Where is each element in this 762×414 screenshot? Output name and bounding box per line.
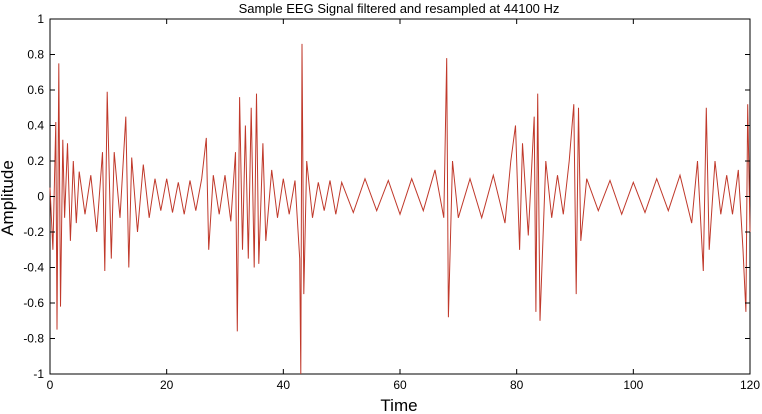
x-tick-label: 60 xyxy=(393,378,407,392)
x-tick-label: 100 xyxy=(623,378,643,392)
y-axis: -1 -0.8 -0.6 -0.4 -0.2 0 0.2 0.4 0.6 0.8 1 xyxy=(23,12,750,381)
x-tick-label: 20 xyxy=(160,378,174,392)
x-tick-label: 40 xyxy=(277,378,291,392)
y-tick-label: -0.8 xyxy=(23,332,44,346)
x-tick-label: 0 xyxy=(47,378,54,392)
y-tick-label: 0.4 xyxy=(27,119,44,133)
x-tick-label: 80 xyxy=(510,378,524,392)
y-tick-label: -0.6 xyxy=(23,296,44,310)
y-tick-label: 1 xyxy=(37,12,44,26)
y-tick-label: 0.2 xyxy=(27,154,44,168)
y-tick-label: 0.8 xyxy=(27,48,44,62)
y-tick-label: 0.6 xyxy=(27,83,44,97)
y-tick-label: -0.4 xyxy=(23,261,44,275)
y-tick-label: 0 xyxy=(37,190,44,204)
x-axis-label: Time xyxy=(380,396,417,414)
x-axis: 0 20 40 60 80 100 120 xyxy=(47,19,760,392)
plot-frame xyxy=(49,18,751,375)
y-tick-label: -1 xyxy=(33,367,44,381)
chart-title: Sample EEG Signal filtered and resampled… xyxy=(239,1,560,16)
series-line-eeg xyxy=(49,43,751,375)
plot-area xyxy=(49,18,751,375)
x-tick-label: 120 xyxy=(740,378,760,392)
y-tick-label: -0.2 xyxy=(23,225,44,239)
y-axis-label: Amplitude xyxy=(0,160,17,236)
